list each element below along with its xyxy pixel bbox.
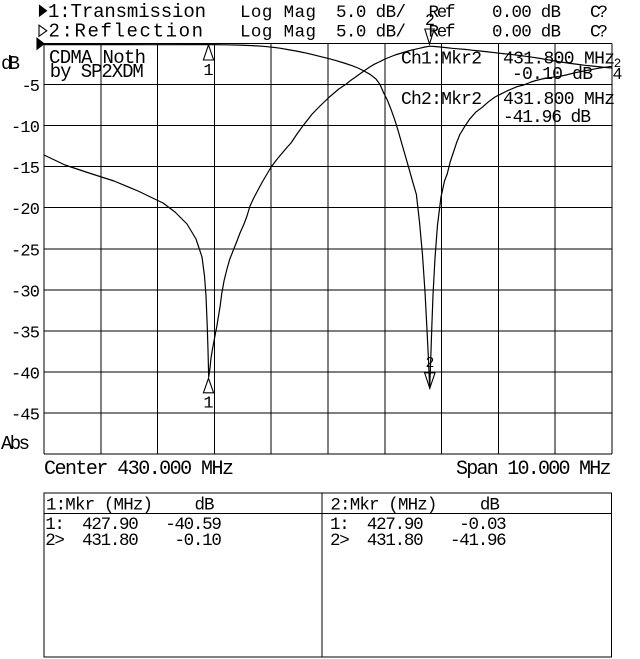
svg-text:1:Transmission: 1:Transmission bbox=[48, 1, 206, 23]
svg-text:dB: dB bbox=[1, 53, 20, 75]
svg-text:C?: C? bbox=[590, 3, 608, 23]
svg-text:C?: C? bbox=[590, 23, 608, 43]
svg-text:0.00 dB: 0.00 dB bbox=[492, 3, 561, 23]
svg-text:5.0 dB/: 5.0 dB/ bbox=[336, 3, 406, 23]
svg-text:2: 2 bbox=[426, 356, 435, 372]
svg-text:Log Mag: Log Mag bbox=[240, 3, 316, 23]
svg-text:-25: -25 bbox=[11, 242, 40, 261]
svg-text:1: 427.90 -0.03: 1: 427.90 -0.03 bbox=[330, 515, 507, 535]
svg-text:-41.96 dB: -41.96 dB bbox=[503, 108, 591, 128]
svg-text:1: 1 bbox=[203, 62, 213, 81]
svg-text:431.800 MHz: 431.800 MHz bbox=[503, 50, 615, 70]
svg-text:1: 1 bbox=[203, 395, 213, 414]
svg-text:4: 4 bbox=[613, 65, 623, 84]
svg-text:Abs: Abs bbox=[1, 433, 30, 455]
svg-text:2: 2 bbox=[425, 11, 435, 30]
svg-text:Ch2:Mkr2: Ch2:Mkr2 bbox=[401, 90, 482, 110]
svg-text:-20: -20 bbox=[11, 201, 40, 220]
svg-text:5.0 dB/: 5.0 dB/ bbox=[336, 23, 406, 43]
svg-text:431.800 MHz: 431.800 MHz bbox=[503, 90, 615, 110]
svg-text:2:Reflection: 2:Reflection bbox=[49, 21, 204, 43]
svg-text:-0.10 dB: -0.10 dB bbox=[512, 65, 593, 85]
svg-text:2: 2 bbox=[614, 57, 622, 71]
svg-text:Center 430.000 MHz: Center 430.000 MHz bbox=[44, 458, 234, 481]
svg-text:-5: -5 bbox=[22, 78, 41, 97]
svg-text:-40: -40 bbox=[11, 365, 40, 384]
svg-text:0.00 dB: 0.00 dB bbox=[492, 23, 561, 43]
svg-text:-35: -35 bbox=[11, 324, 40, 343]
svg-text:-10: -10 bbox=[11, 119, 40, 138]
svg-text:-45: -45 bbox=[11, 406, 40, 425]
svg-text:CDMA Noth: CDMA Noth bbox=[49, 47, 146, 69]
svg-text:2:Mkr (MHz): 2:Mkr (MHz) bbox=[330, 496, 437, 516]
svg-text:-30: -30 bbox=[11, 283, 40, 302]
svg-text:Log Mag: Log Mag bbox=[240, 23, 316, 43]
svg-text:-15: -15 bbox=[11, 160, 40, 179]
svg-text:2> 431.80 -41.96: 2> 431.80 -41.96 bbox=[330, 531, 507, 551]
svg-text:Ch1:Mkr2: Ch1:Mkr2 bbox=[401, 50, 482, 70]
svg-text:dB: dB bbox=[195, 496, 215, 516]
svg-text:1:Mkr (MHz): 1:Mkr (MHz) bbox=[46, 496, 153, 516]
svg-text:Ref: Ref bbox=[429, 23, 456, 43]
svg-text:Ref: Ref bbox=[429, 3, 456, 23]
svg-text:by SP2XDM: by SP2XDM bbox=[50, 61, 144, 83]
svg-text:dB: dB bbox=[480, 496, 500, 516]
svg-text:Span 10.000 MHz: Span 10.000 MHz bbox=[456, 458, 612, 481]
svg-text:2> 431.80 -0.10: 2> 431.80 -0.10 bbox=[45, 531, 222, 551]
svg-text:1: 427.90 -40.59: 1: 427.90 -40.59 bbox=[45, 515, 222, 535]
